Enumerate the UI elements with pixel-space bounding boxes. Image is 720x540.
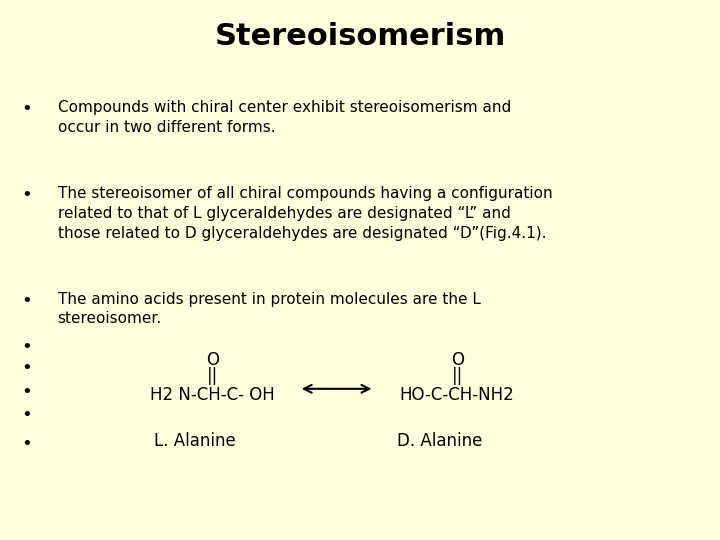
Text: •: • xyxy=(22,406,32,424)
Text: O: O xyxy=(451,351,464,369)
Text: •: • xyxy=(22,100,32,118)
Text: H2 N-CH-C- OH: H2 N-CH-C- OH xyxy=(150,386,275,404)
Text: L. Alanine: L. Alanine xyxy=(153,432,235,450)
Text: •: • xyxy=(22,435,32,453)
Text: •: • xyxy=(22,338,32,355)
Text: ||: || xyxy=(207,367,218,385)
Text: O: O xyxy=(206,351,219,369)
Text: Compounds with chiral center exhibit stereoisomerism and
occur in two different : Compounds with chiral center exhibit ste… xyxy=(58,100,511,134)
Text: D. Alanine: D. Alanine xyxy=(397,432,482,450)
Text: •: • xyxy=(22,292,32,309)
Text: HO-C-CH-NH2: HO-C-CH-NH2 xyxy=(400,386,515,404)
Text: Stereoisomerism: Stereoisomerism xyxy=(215,22,505,51)
Text: The stereoisomer of all chiral compounds having a configuration
related to that : The stereoisomer of all chiral compounds… xyxy=(58,186,552,241)
Text: •: • xyxy=(22,186,32,204)
Text: The amino acids present in protein molecules are the L
stereoisomer.: The amino acids present in protein molec… xyxy=(58,292,480,326)
Text: •: • xyxy=(22,359,32,377)
Text: •: • xyxy=(22,383,32,401)
Text: ||: || xyxy=(451,367,463,385)
